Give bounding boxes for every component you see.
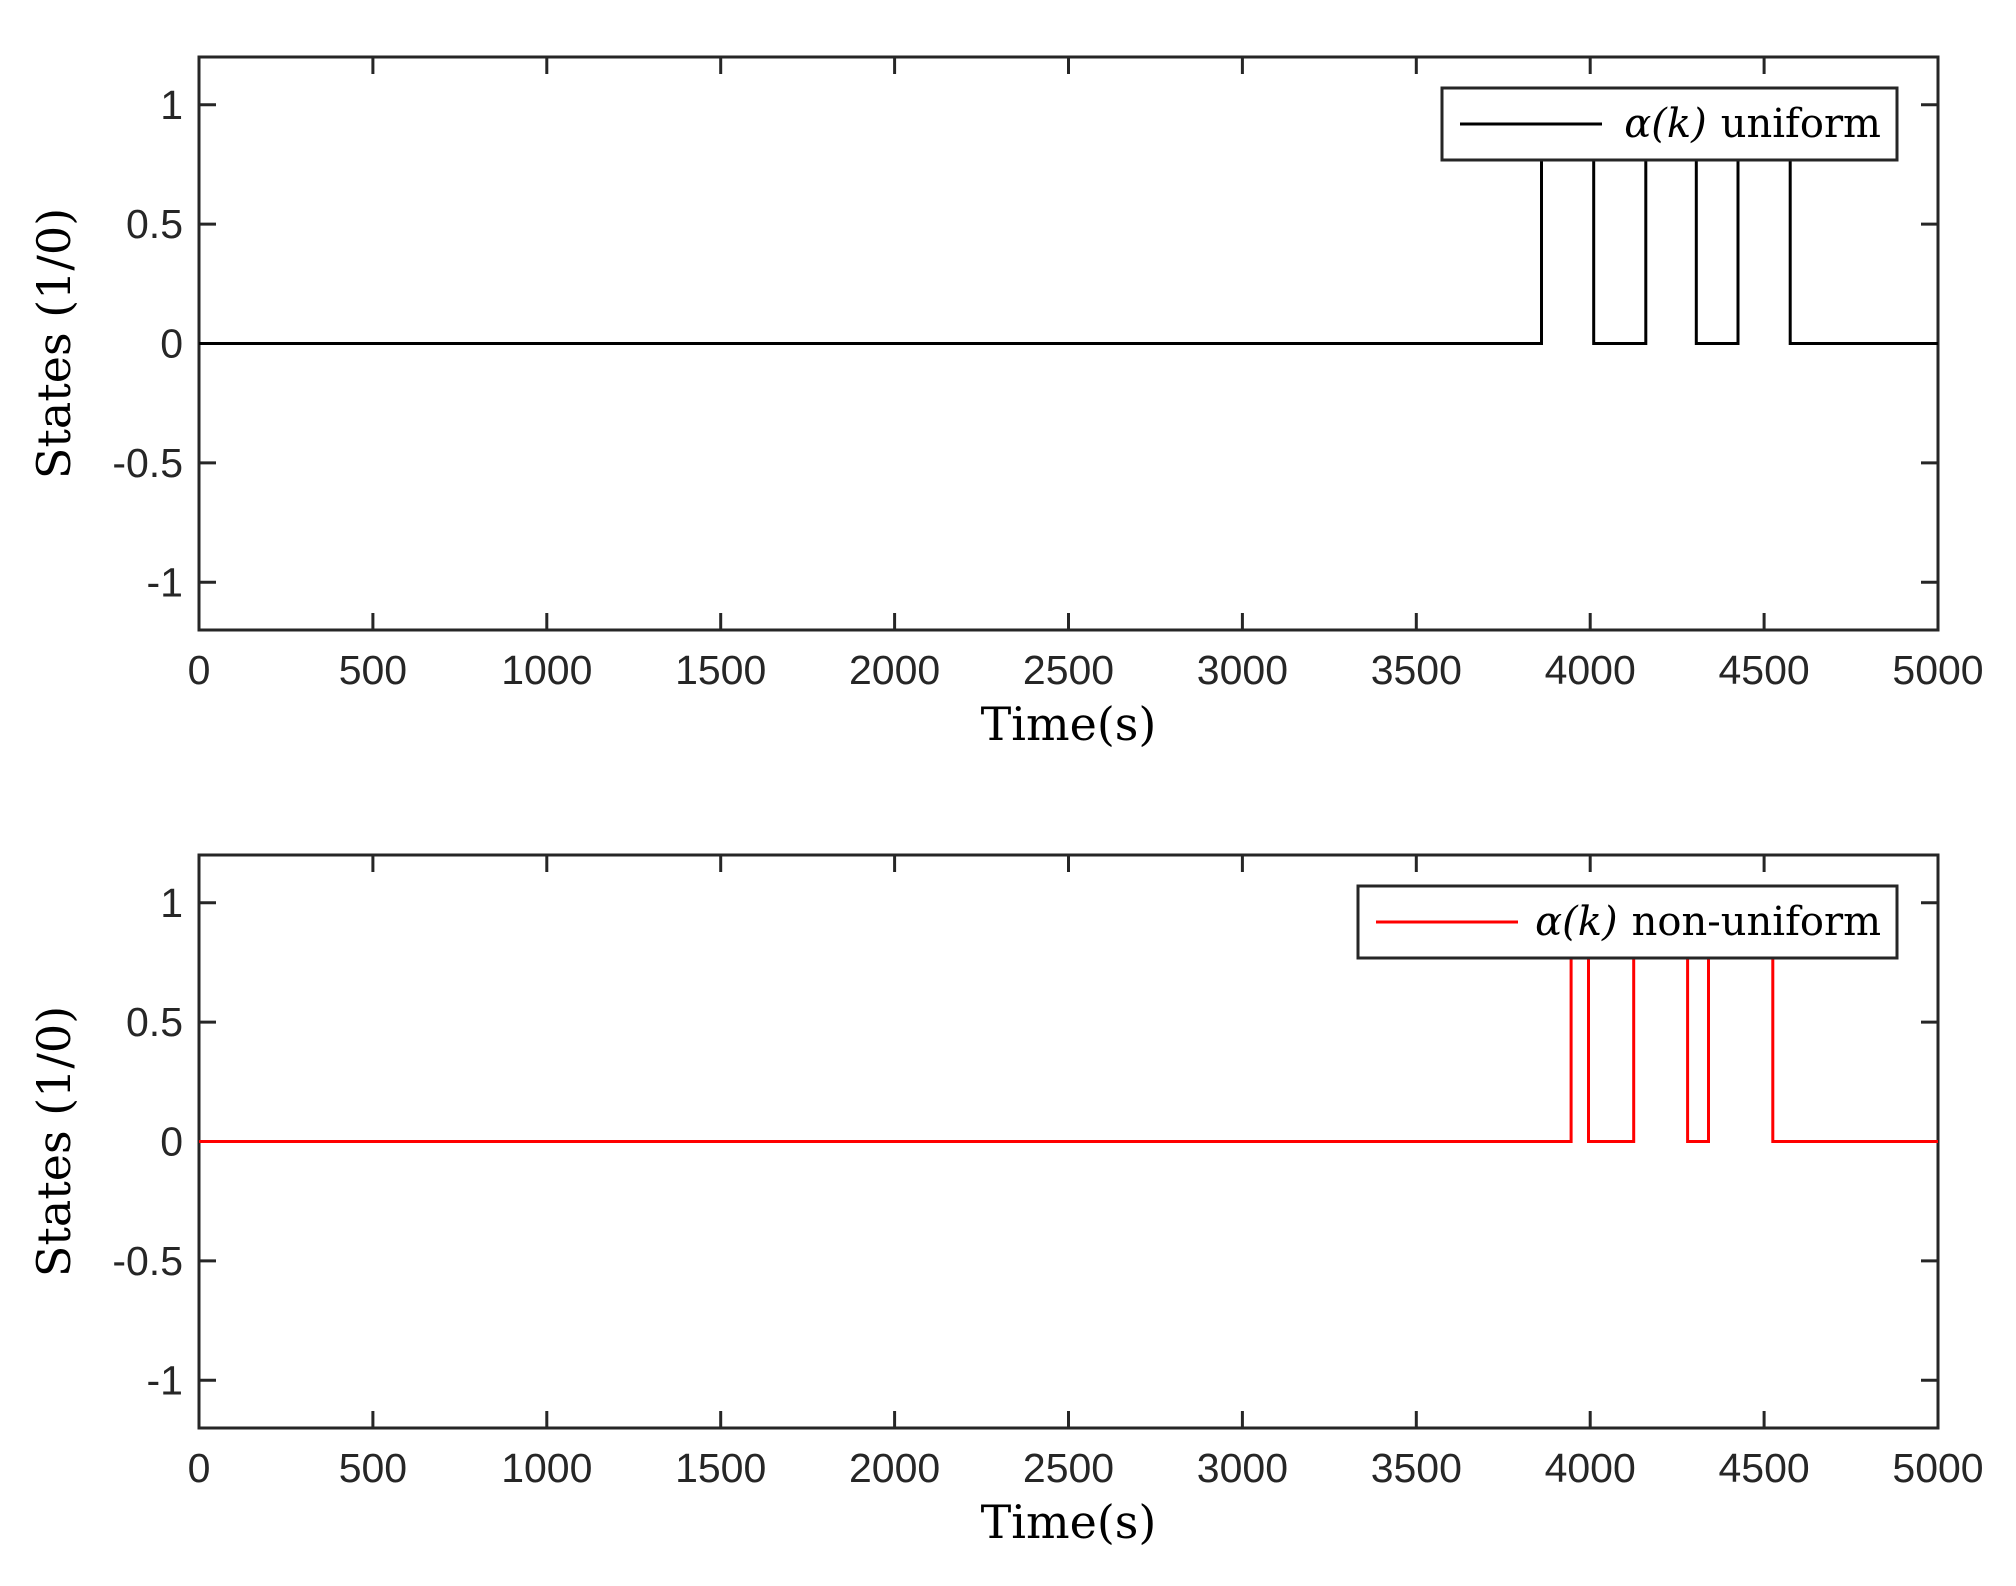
legend-label-math: α(k) [1624,101,1706,147]
x-tick-label: 2500 [1023,647,1114,693]
y-tick-label: -1 [147,559,183,605]
y-tick-label: -1 [147,1357,183,1403]
x-tick-label: 3500 [1371,647,1462,693]
legend-label-text: non-uniform [1632,899,1881,945]
y-tick-label: 0 [160,321,183,367]
x-tick-label: 500 [339,647,407,693]
legend-label: α(k) uniform [1624,101,1881,147]
x-tick-label: 3500 [1371,1445,1462,1491]
x-tick-label: 500 [339,1445,407,1491]
x-tick-label: 3000 [1197,647,1288,693]
y-tick-label: 1 [160,880,183,926]
x-tick-label: 5000 [1892,1445,1983,1491]
x-tick-label: 2000 [849,1445,940,1491]
legend-label: α(k) non-uniform [1535,899,1881,945]
y-tick-label: 0.5 [126,999,183,1045]
x-tick-label: 4500 [1718,1445,1809,1491]
legend: α(k) non-uniform [1356,884,1899,960]
x-tick-label: 1500 [675,647,766,693]
y-axis-title: States (1/0) [27,1006,81,1277]
x-axis-title: Time(s) [981,1495,1157,1549]
y-tick-label: 0.5 [126,201,183,247]
x-tick-label: 4500 [1718,647,1809,693]
x-tick-label: 1000 [501,1445,592,1491]
legend-label-text: uniform [1721,101,1881,147]
x-tick-label: 2000 [849,647,940,693]
x-tick-label: 1000 [501,647,592,693]
legend-box [1356,884,1899,960]
x-axis-title: Time(s) [981,697,1157,751]
bottom-chart: 0 500 1000 1500 2000 2500 3000 3500 4000 4500 5000… [27,853,1984,1549]
x-tick-label: 3000 [1197,1445,1288,1491]
y-tick-label: 0 [160,1119,183,1165]
x-tick-label: 5000 [1892,647,1983,693]
y-axis-title: States (1/0) [27,208,81,479]
x-tick-label: 2500 [1023,1445,1114,1491]
x-tick-label: 4000 [1545,1445,1636,1491]
x-tick-label: 0 [188,647,211,693]
legend-label-math: α(k) [1535,899,1617,945]
x-tick-label: 1500 [675,1445,766,1491]
y-tick-label: -0.5 [112,1238,183,1284]
x-tick-label: 0 [188,1445,211,1491]
x-tick-label: 4000 [1545,647,1636,693]
y-tick-label: -0.5 [112,440,183,486]
legend: α(k) uniform [1440,86,1899,162]
y-tick-label: 1 [160,82,183,128]
top-chart: 0 500 1000 1500 2000 2500 3000 3500 4000 4500 5000… [27,55,1984,751]
